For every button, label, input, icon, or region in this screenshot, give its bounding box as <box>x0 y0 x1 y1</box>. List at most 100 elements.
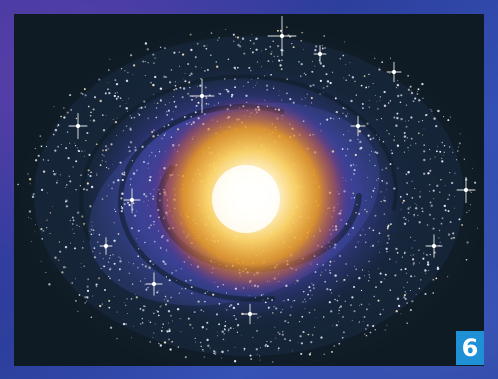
star <box>459 218 461 220</box>
star <box>108 276 109 277</box>
star <box>272 312 274 314</box>
star <box>376 180 377 181</box>
star <box>161 138 163 140</box>
star <box>130 178 131 179</box>
star <box>288 322 289 323</box>
star <box>443 116 444 117</box>
star <box>376 101 377 102</box>
star <box>139 114 141 116</box>
star <box>211 32 212 33</box>
star <box>284 320 286 322</box>
star <box>52 206 53 207</box>
star <box>173 111 174 112</box>
star <box>293 102 295 104</box>
star <box>201 105 202 106</box>
star <box>400 209 401 210</box>
star <box>255 39 256 40</box>
star <box>231 96 233 98</box>
star <box>113 119 114 120</box>
star <box>443 155 444 156</box>
star <box>439 230 440 231</box>
star <box>413 214 415 216</box>
star <box>234 360 236 362</box>
star <box>76 118 77 119</box>
star <box>160 99 162 101</box>
star <box>161 305 162 306</box>
star <box>369 106 370 107</box>
star <box>150 82 152 84</box>
star <box>153 94 154 95</box>
star <box>333 118 334 119</box>
star <box>360 147 362 149</box>
star <box>320 336 322 338</box>
star <box>349 75 351 77</box>
star <box>362 107 364 109</box>
star <box>360 234 362 236</box>
star <box>237 44 239 46</box>
star <box>135 294 136 295</box>
star <box>420 191 421 192</box>
star <box>233 328 234 329</box>
star <box>342 316 343 317</box>
star <box>53 134 55 136</box>
star <box>359 321 360 322</box>
star <box>406 293 407 294</box>
star <box>336 281 338 283</box>
star <box>166 111 167 112</box>
star <box>149 260 151 262</box>
star <box>195 338 196 339</box>
star <box>76 224 78 226</box>
star <box>98 277 100 279</box>
star <box>430 254 431 255</box>
star <box>121 210 123 212</box>
figure-number-badge: 6 <box>456 331 484 365</box>
star <box>279 64 281 66</box>
star <box>416 294 417 295</box>
star <box>87 182 89 184</box>
star <box>263 300 264 301</box>
star <box>179 66 180 67</box>
star <box>152 84 154 86</box>
star <box>378 268 379 269</box>
star <box>143 193 145 195</box>
star <box>202 349 204 351</box>
star <box>397 84 399 86</box>
star <box>208 103 209 104</box>
star <box>226 89 228 91</box>
star <box>396 261 397 262</box>
star <box>150 225 151 226</box>
star <box>206 322 208 324</box>
star <box>289 98 291 100</box>
star <box>417 215 418 216</box>
star <box>386 130 387 131</box>
star <box>179 293 180 294</box>
star <box>309 85 311 87</box>
star <box>149 179 151 181</box>
star <box>77 311 78 312</box>
star <box>114 95 116 97</box>
star <box>99 305 101 307</box>
star <box>195 56 197 58</box>
star <box>320 275 321 276</box>
star <box>378 69 380 71</box>
star <box>304 73 305 74</box>
star <box>400 313 401 314</box>
star <box>342 55 344 57</box>
star <box>329 270 330 271</box>
star <box>65 200 68 203</box>
star <box>126 103 127 104</box>
star <box>115 93 116 94</box>
star <box>334 345 336 347</box>
star <box>449 172 450 173</box>
star <box>133 263 134 264</box>
star <box>235 318 236 319</box>
star <box>158 343 160 345</box>
star <box>391 150 392 151</box>
star <box>397 80 398 81</box>
star <box>282 309 283 310</box>
star <box>415 207 417 209</box>
star <box>324 354 325 355</box>
star <box>89 175 91 177</box>
star <box>260 360 261 361</box>
star <box>102 304 103 305</box>
